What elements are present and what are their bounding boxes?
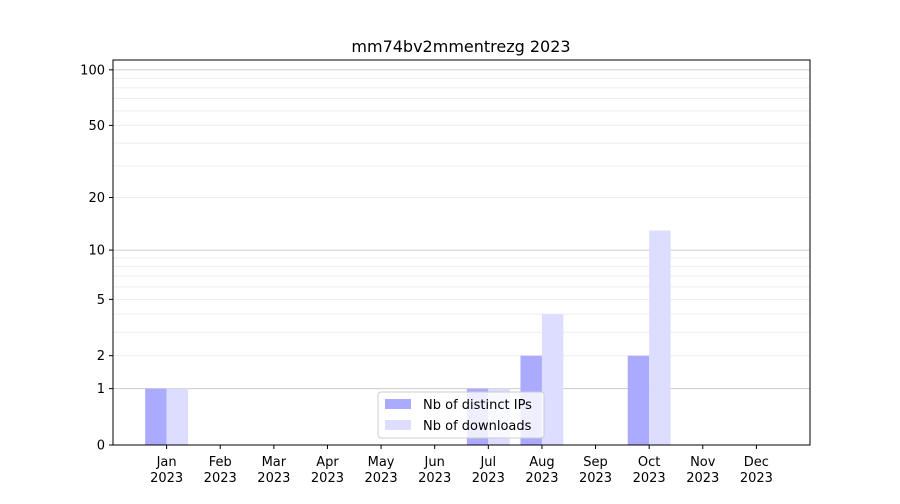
x-tick-label-month: Apr bbox=[316, 455, 339, 470]
bar-downloads bbox=[541, 314, 564, 445]
y-tick-label: 5 bbox=[97, 293, 105, 308]
x-tick-label-month: Jul bbox=[479, 455, 496, 470]
legend-swatch-ips bbox=[385, 399, 411, 409]
x-tick-label-year: 2023 bbox=[365, 471, 398, 486]
x-tick-label-year: 2023 bbox=[204, 471, 237, 486]
x-tick-label-month: Sep bbox=[583, 455, 608, 470]
x-tick-label-month: Feb bbox=[209, 455, 232, 470]
legend: Nb of distinct IPs Nb of downloads bbox=[377, 391, 545, 439]
y-tick-label: 0 bbox=[97, 439, 105, 454]
y-tick-label: 20 bbox=[88, 191, 105, 206]
legend-label-ips: Nb of distinct IPs bbox=[423, 398, 532, 413]
x-tick-label-month: Mar bbox=[262, 455, 287, 470]
y-tick-label: 2 bbox=[97, 349, 105, 364]
x-tick-label-month: Nov bbox=[690, 455, 716, 470]
x-tick-label-year: 2023 bbox=[150, 471, 183, 486]
y-tick-label: 100 bbox=[80, 63, 105, 78]
x-tick-label-year: 2023 bbox=[418, 471, 451, 486]
x-tick-label-year: 2023 bbox=[740, 471, 773, 486]
bar-downloads bbox=[166, 388, 189, 445]
bar-distinct-ips bbox=[627, 355, 650, 445]
x-tick-label-year: 2023 bbox=[525, 471, 558, 486]
chart-title: mm74bv2mmentrezg 2023 bbox=[351, 37, 570, 56]
x-tick-label-year: 2023 bbox=[257, 471, 290, 486]
x-tick-label-year: 2023 bbox=[686, 471, 719, 486]
x-tick-label-year: 2023 bbox=[311, 471, 344, 486]
x-tick-label-month: May bbox=[368, 455, 395, 470]
x-tick-label-year: 2023 bbox=[633, 471, 666, 486]
y-tick-label: 1 bbox=[97, 382, 105, 397]
x-tick-label-year: 2023 bbox=[472, 471, 505, 486]
bar-downloads bbox=[649, 230, 671, 445]
y-tick-label: 50 bbox=[88, 119, 105, 134]
legend-box bbox=[377, 391, 545, 439]
x-tick-label-month: Jan bbox=[156, 455, 177, 470]
x-tick-label-month: Oct bbox=[638, 455, 660, 470]
x-tick-label-month: Aug bbox=[529, 455, 554, 470]
legend-swatch-downloads bbox=[385, 420, 411, 430]
y-tick-label: 10 bbox=[88, 244, 105, 259]
x-tick-label-month: Dec bbox=[744, 455, 769, 470]
bar-distinct-ips bbox=[145, 388, 167, 445]
x-tick-label-month: Jun bbox=[424, 455, 445, 470]
plot-frame bbox=[112, 59, 811, 446]
x-tick-label-year: 2023 bbox=[579, 471, 612, 486]
legend-label-downloads: Nb of downloads bbox=[423, 419, 532, 434]
